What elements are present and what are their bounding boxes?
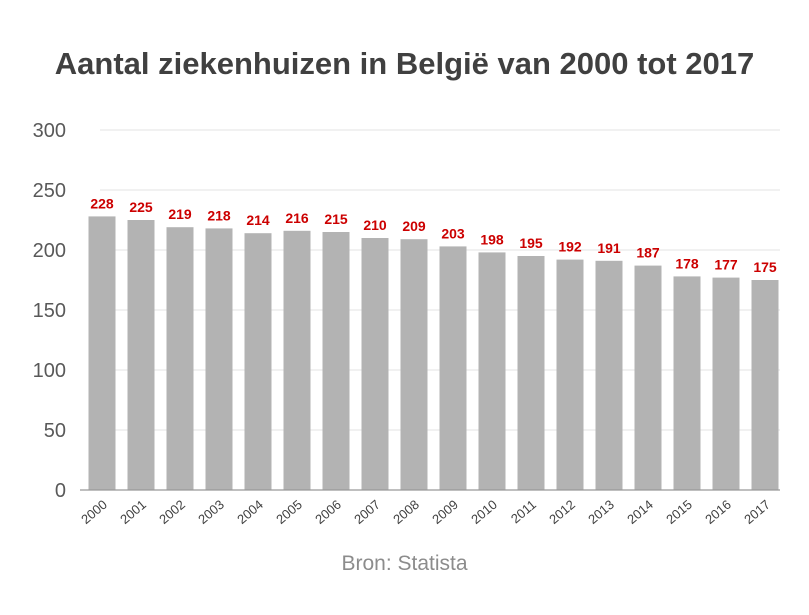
bar-2006	[322, 232, 350, 490]
source-note: Bron: Statista	[341, 552, 468, 575]
bar-2017	[751, 280, 779, 490]
data-label-2009: 203	[441, 225, 465, 241]
bar-2016	[712, 277, 740, 490]
x-tick-label: 2012	[546, 497, 578, 527]
x-tick-label: 2015	[663, 497, 695, 527]
bar-2008	[400, 239, 428, 490]
data-label-2005: 216	[285, 210, 309, 226]
bar-2003	[205, 228, 233, 490]
chart-title: Aantal ziekenhuizen in België van 2000 t…	[54, 46, 755, 81]
x-tick-label: 2011	[508, 497, 539, 526]
x-tick-label: 2000	[78, 497, 110, 527]
data-label-2004: 214	[246, 212, 270, 228]
bar-2011	[517, 256, 545, 490]
bar-2004	[244, 233, 272, 490]
y-tick-label: 100	[33, 360, 66, 382]
bar-2007	[361, 238, 389, 490]
data-label-2002: 219	[168, 206, 192, 222]
y-axis-ticks: 0 50 100 150 200 250 300	[33, 120, 66, 502]
data-label-2006: 215	[324, 211, 348, 227]
y-tick-label: 250	[33, 180, 66, 202]
x-tick-label: 2009	[429, 497, 461, 527]
x-tick-label: 2001	[117, 497, 149, 527]
y-tick-label: 0	[55, 480, 66, 502]
x-axis-ticks: 2000 2001 2002 2003 2004 2005 2006 2007 2008 2009…	[78, 497, 773, 527]
bar-2013	[595, 260, 623, 490]
data-label-2017: 175	[753, 259, 777, 275]
data-label-2015: 178	[675, 255, 699, 271]
x-tick-label: 2013	[585, 497, 617, 527]
y-tick-label: 200	[33, 240, 66, 262]
bar-2002	[166, 227, 194, 490]
x-tick-label: 2007	[351, 497, 383, 527]
bar-2001	[127, 220, 155, 490]
x-tick-label: 2014	[624, 497, 656, 527]
bar-2012	[556, 259, 584, 490]
data-label-2010: 198	[480, 231, 504, 247]
bar-2009	[439, 246, 467, 490]
bar-2000	[88, 216, 116, 490]
x-tick-label: 2003	[195, 497, 227, 527]
data-label-2000: 228	[90, 195, 114, 211]
data-label-2016: 177	[714, 257, 738, 273]
bars	[88, 216, 779, 491]
data-label-2014: 187	[636, 245, 660, 261]
x-tick-label: 2008	[390, 497, 422, 527]
data-label-2008: 209	[402, 218, 426, 234]
data-label-2001: 225	[129, 199, 153, 215]
bar-2005	[283, 230, 311, 491]
data-label-2012: 192	[558, 239, 582, 255]
x-tick-label: 2016	[702, 497, 734, 527]
x-tick-label: 2006	[312, 497, 344, 527]
x-tick-label: 2005	[273, 497, 305, 527]
x-tick-label: 2004	[234, 497, 266, 527]
x-tick-label: 2017	[741, 497, 773, 527]
data-label-2011: 195	[519, 235, 543, 251]
data-label-2013: 191	[597, 240, 621, 256]
y-tick-label: 150	[33, 300, 66, 322]
x-tick-label: 2010	[468, 497, 500, 527]
x-tick-label: 2002	[156, 497, 188, 527]
bar-2010	[478, 252, 506, 490]
data-label-2003: 218	[207, 207, 231, 223]
y-tick-label: 50	[44, 420, 66, 442]
bar-2015	[673, 276, 701, 490]
y-tick-label: 300	[33, 120, 66, 142]
bar-2014	[634, 265, 662, 490]
data-labels: 228 225 219 218 214 216 215 210 209 203 198 195 192 1…	[90, 195, 777, 275]
data-label-2007: 210	[363, 217, 387, 233]
